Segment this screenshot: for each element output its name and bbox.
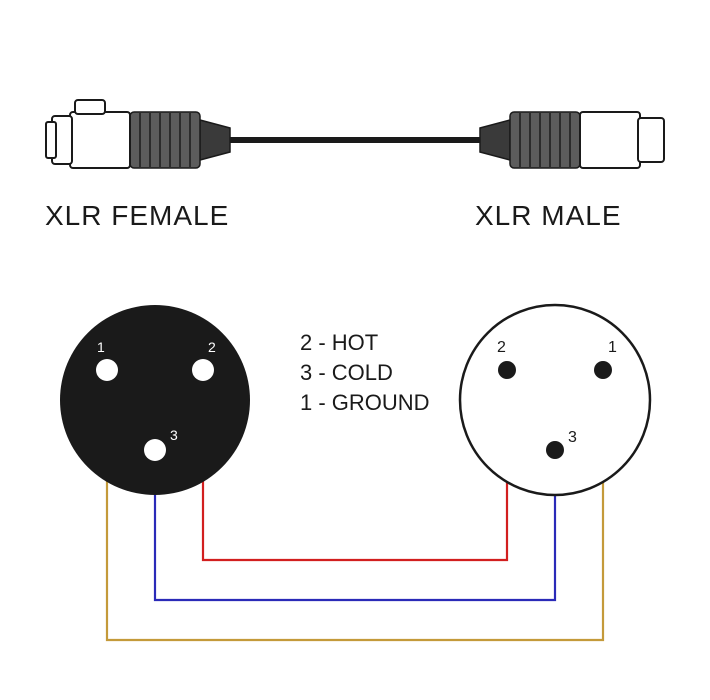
xlr-male-sideview bbox=[480, 112, 664, 168]
female-title: XLR FEMALE bbox=[45, 200, 229, 231]
female-pin2-label: 2 bbox=[208, 339, 216, 355]
male-title: XLR MALE bbox=[475, 200, 622, 231]
xlr-female-sideview bbox=[46, 100, 230, 168]
xlr-male-face: 2 1 3 bbox=[460, 305, 650, 495]
male-pin1-label: 1 bbox=[608, 339, 617, 356]
xlr-female-face: 1 2 3 bbox=[60, 305, 250, 495]
female-pin1-label: 1 bbox=[97, 339, 105, 355]
male-pin2-label: 2 bbox=[497, 339, 506, 356]
legend-ground: 1 - GROUND bbox=[300, 390, 430, 415]
legend-cold: 3 - COLD bbox=[300, 360, 393, 385]
female-pin3-label: 3 bbox=[170, 427, 178, 443]
legend-hot: 2 - HOT bbox=[300, 330, 378, 355]
male-pin3-label: 3 bbox=[568, 429, 577, 446]
legend: 2 - HOT 3 - COLD 1 - GROUND bbox=[300, 330, 430, 415]
